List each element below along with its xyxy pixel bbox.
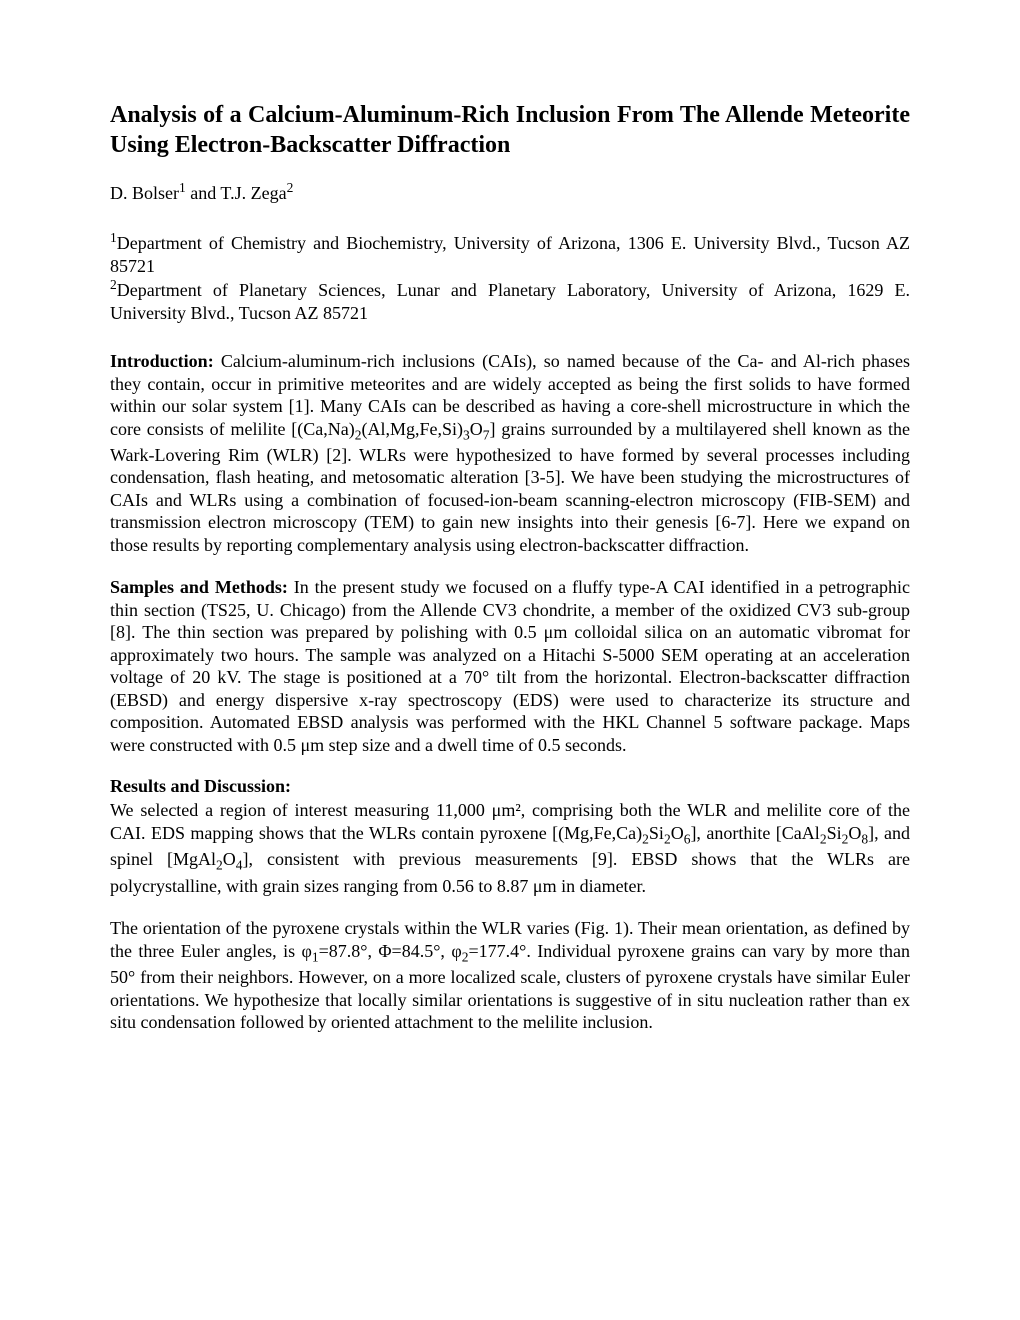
introduction-body: Calcium-aluminum-rich inclusions (CAIs),… bbox=[110, 351, 910, 555]
results-section: Results and Discussion: We selected a re… bbox=[110, 776, 910, 1033]
methods-paragraph: Samples and Methods: In the present stud… bbox=[110, 576, 910, 756]
methods-heading: Samples and Methods: bbox=[110, 577, 288, 597]
paper-title: Analysis of a Calcium-Aluminum-Rich Incl… bbox=[110, 100, 910, 160]
results-paragraph-1: We selected a region of interest measuri… bbox=[110, 799, 910, 897]
authors-line: D. Bolser1 and T.J. Zega2 bbox=[110, 180, 910, 204]
document-page: Analysis of a Calcium-Aluminum-Rich Incl… bbox=[0, 0, 1020, 1320]
results-heading: Results and Discussion: bbox=[110, 776, 910, 797]
methods-body: In the present study we focused on a flu… bbox=[110, 577, 910, 755]
introduction-paragraph: Introduction: Calcium-aluminum-rich incl… bbox=[110, 350, 910, 556]
introduction-heading: Introduction: bbox=[110, 351, 214, 371]
results-paragraph-2: The orientation of the pyroxene crystals… bbox=[110, 917, 910, 1033]
affiliations-block: 1Department of Chemistry and Biochemistr… bbox=[110, 230, 910, 324]
